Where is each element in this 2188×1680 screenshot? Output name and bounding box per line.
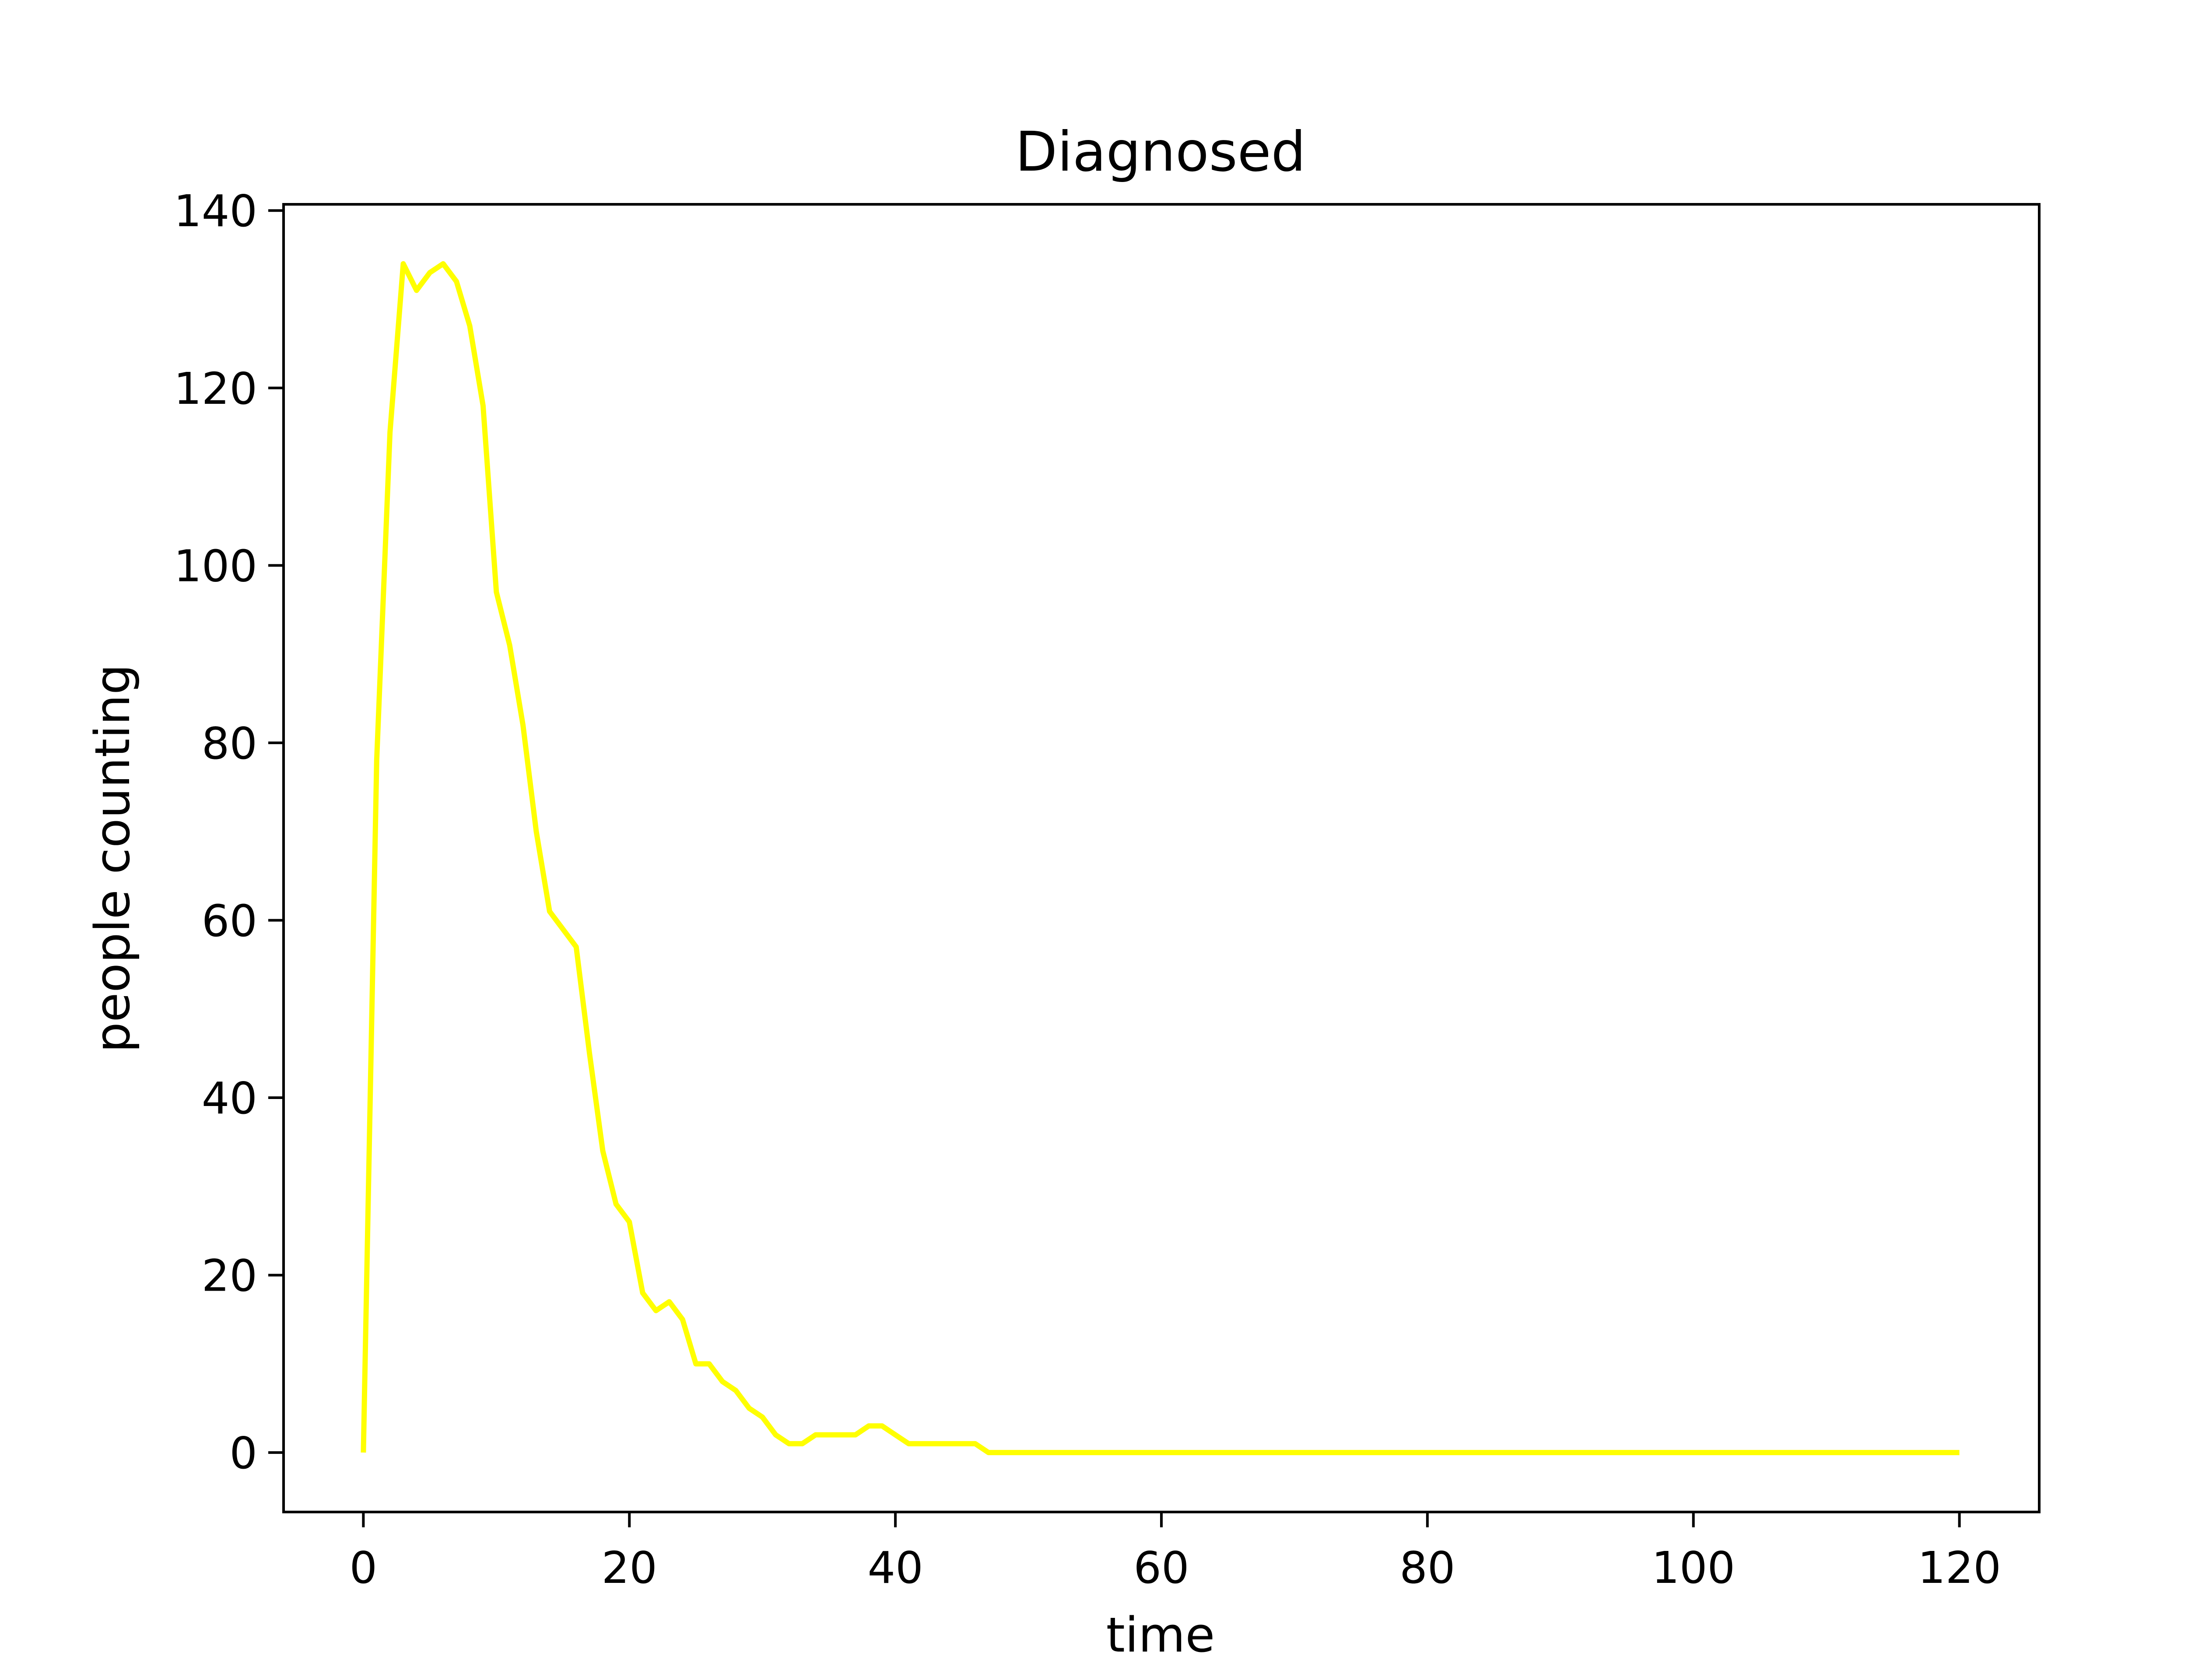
chart-title: Diagnosed xyxy=(1015,120,1306,184)
y-tick-label: 0 xyxy=(229,1428,257,1479)
series-layer xyxy=(361,261,1960,1456)
x-tick-label: 0 xyxy=(350,1542,378,1593)
y-tick-label: 60 xyxy=(202,895,257,946)
y-tick-label: 20 xyxy=(202,1250,257,1302)
y-tick-label: 120 xyxy=(174,363,257,414)
y-tick-label: 80 xyxy=(202,718,257,769)
x-tick-label: 60 xyxy=(1133,1542,1189,1593)
x-tick-label: 20 xyxy=(602,1542,657,1593)
x-tick-label: 40 xyxy=(867,1542,923,1593)
x-axis-label: time xyxy=(1106,1607,1215,1663)
y-tick-label: 40 xyxy=(202,1073,257,1124)
y-axis-label: people counting xyxy=(84,664,140,1053)
y-tick-label: 140 xyxy=(174,186,257,237)
x-tick-label: 80 xyxy=(1399,1542,1455,1593)
y-axis-ticks: 0 20 40 60 80 100 120 140 xyxy=(174,186,284,1479)
x-tick-label: 120 xyxy=(1918,1542,2001,1593)
y-tick-label: 100 xyxy=(174,540,257,592)
x-tick-label: 100 xyxy=(1652,1542,1735,1593)
series-line-0 xyxy=(361,261,1960,1456)
x-axis-ticks: 0 20 40 60 80 100 120 xyxy=(350,1512,2001,1593)
